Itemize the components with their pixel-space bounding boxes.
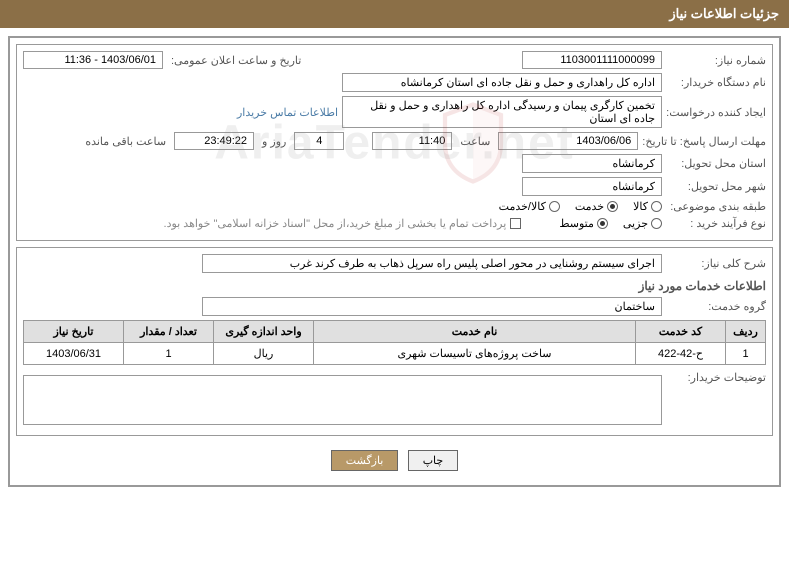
deadline-time: 11:40 xyxy=(372,132,452,150)
outer-container: AriaTender.net شماره نیاز: 1103001111000… xyxy=(8,36,781,487)
radio-goods-label: کالا xyxy=(633,200,648,213)
payment-checkbox[interactable] xyxy=(510,218,521,229)
need-no-value: 1103001111000099 xyxy=(522,51,662,69)
buyer-notes-box xyxy=(23,375,662,425)
radio-partial-label: جزیی xyxy=(623,217,648,230)
process-label: نوع فرآیند خرید : xyxy=(666,217,766,230)
cell-qty: 1 xyxy=(124,343,214,365)
table-row: 1 ح-42-422 ساخت پروژه‌های تاسیسات شهری ر… xyxy=(24,343,766,365)
button-row: چاپ بازگشت xyxy=(16,442,773,479)
buyer-org-value: اداره کل راهداری و حمل و نقل جاده ای است… xyxy=(342,73,662,92)
province-value: کرمانشاه xyxy=(522,154,662,173)
col-qty: تعداد / مقدار xyxy=(124,321,214,343)
desc-value: اجرای سیستم روشنایی در محور اصلی پلیس را… xyxy=(202,254,662,273)
cell-name: ساخت پروژه‌های تاسیسات شهری xyxy=(314,343,636,365)
countdown-value: 23:49:22 xyxy=(174,132,254,150)
radio-service-label: خدمت xyxy=(575,200,604,213)
requester-value: تخمین کارگری پیمان و رسیدگی اداره کل راه… xyxy=(342,96,662,128)
contact-link[interactable]: اطلاعات تماس خریدار xyxy=(237,106,338,119)
cell-code: ح-42-422 xyxy=(636,343,726,365)
radio-medium[interactable] xyxy=(597,218,608,229)
city-label: شهر محل تحویل: xyxy=(666,180,766,193)
col-row: ردیف xyxy=(726,321,766,343)
city-value: کرمانشاه xyxy=(522,177,662,196)
deadline-date: 1403/06/06 xyxy=(498,132,638,150)
services-table: ردیف کد خدمت نام خدمت واحد اندازه گیری ت… xyxy=(23,320,766,365)
desc-label: شرح کلی نیاز: xyxy=(666,257,766,270)
need-no-label: شماره نیاز: xyxy=(666,54,766,67)
announce-label: تاریخ و ساعت اعلان عمومی: xyxy=(167,54,305,67)
requester-label: ایجاد کننده درخواست: xyxy=(666,106,766,119)
buyer-org-label: نام دستگاه خریدار: xyxy=(666,76,766,89)
deadline-label: مهلت ارسال پاسخ: تا تاریخ: xyxy=(642,135,766,148)
page-header: جزئیات اطلاعات نیاز xyxy=(0,0,789,28)
days-label: روز و xyxy=(258,135,290,148)
category-radio-group: کالا خدمت کالا/خدمت xyxy=(499,200,662,213)
cell-date: 1403/06/31 xyxy=(24,343,124,365)
radio-service[interactable] xyxy=(607,201,618,212)
time-label: ساعت xyxy=(456,135,494,148)
payment-note: پرداخت تمام یا بخشی از مبلغ خرید،از محل … xyxy=(164,217,507,230)
cell-row: 1 xyxy=(726,343,766,365)
back-button[interactable]: بازگشت xyxy=(331,450,399,471)
cell-unit: ریال xyxy=(214,343,314,365)
province-label: استان محل تحویل: xyxy=(666,157,766,170)
detail-section: شرح کلی نیاز: اجرای سیستم روشنایی در محو… xyxy=(16,247,773,436)
process-radio-group: جزیی متوسط xyxy=(559,217,662,230)
remaining-label: ساعت باقی مانده xyxy=(81,135,170,148)
days-value: 4 xyxy=(294,132,344,150)
services-title: اطلاعات خدمات مورد نیاز xyxy=(23,279,766,293)
category-label: طبقه بندی موضوعی: xyxy=(666,200,766,213)
col-name: نام خدمت xyxy=(314,321,636,343)
radio-both[interactable] xyxy=(549,201,560,212)
buyer-notes-label: توضیحات خریدار: xyxy=(666,371,766,384)
info-section: AriaTender.net شماره نیاز: 1103001111000… xyxy=(16,44,773,241)
print-button[interactable]: چاپ xyxy=(408,450,459,471)
radio-medium-label: متوسط xyxy=(559,217,594,230)
radio-both-label: کالا/خدمت xyxy=(499,200,546,213)
col-unit: واحد اندازه گیری xyxy=(214,321,314,343)
radio-partial[interactable] xyxy=(651,218,662,229)
group-value: ساختمان xyxy=(202,297,662,316)
col-date: تاریخ نیاز xyxy=(24,321,124,343)
group-label: گروه خدمت: xyxy=(666,300,766,313)
radio-goods[interactable] xyxy=(651,201,662,212)
col-code: کد خدمت xyxy=(636,321,726,343)
announce-value: 1403/06/01 - 11:36 xyxy=(23,51,163,69)
